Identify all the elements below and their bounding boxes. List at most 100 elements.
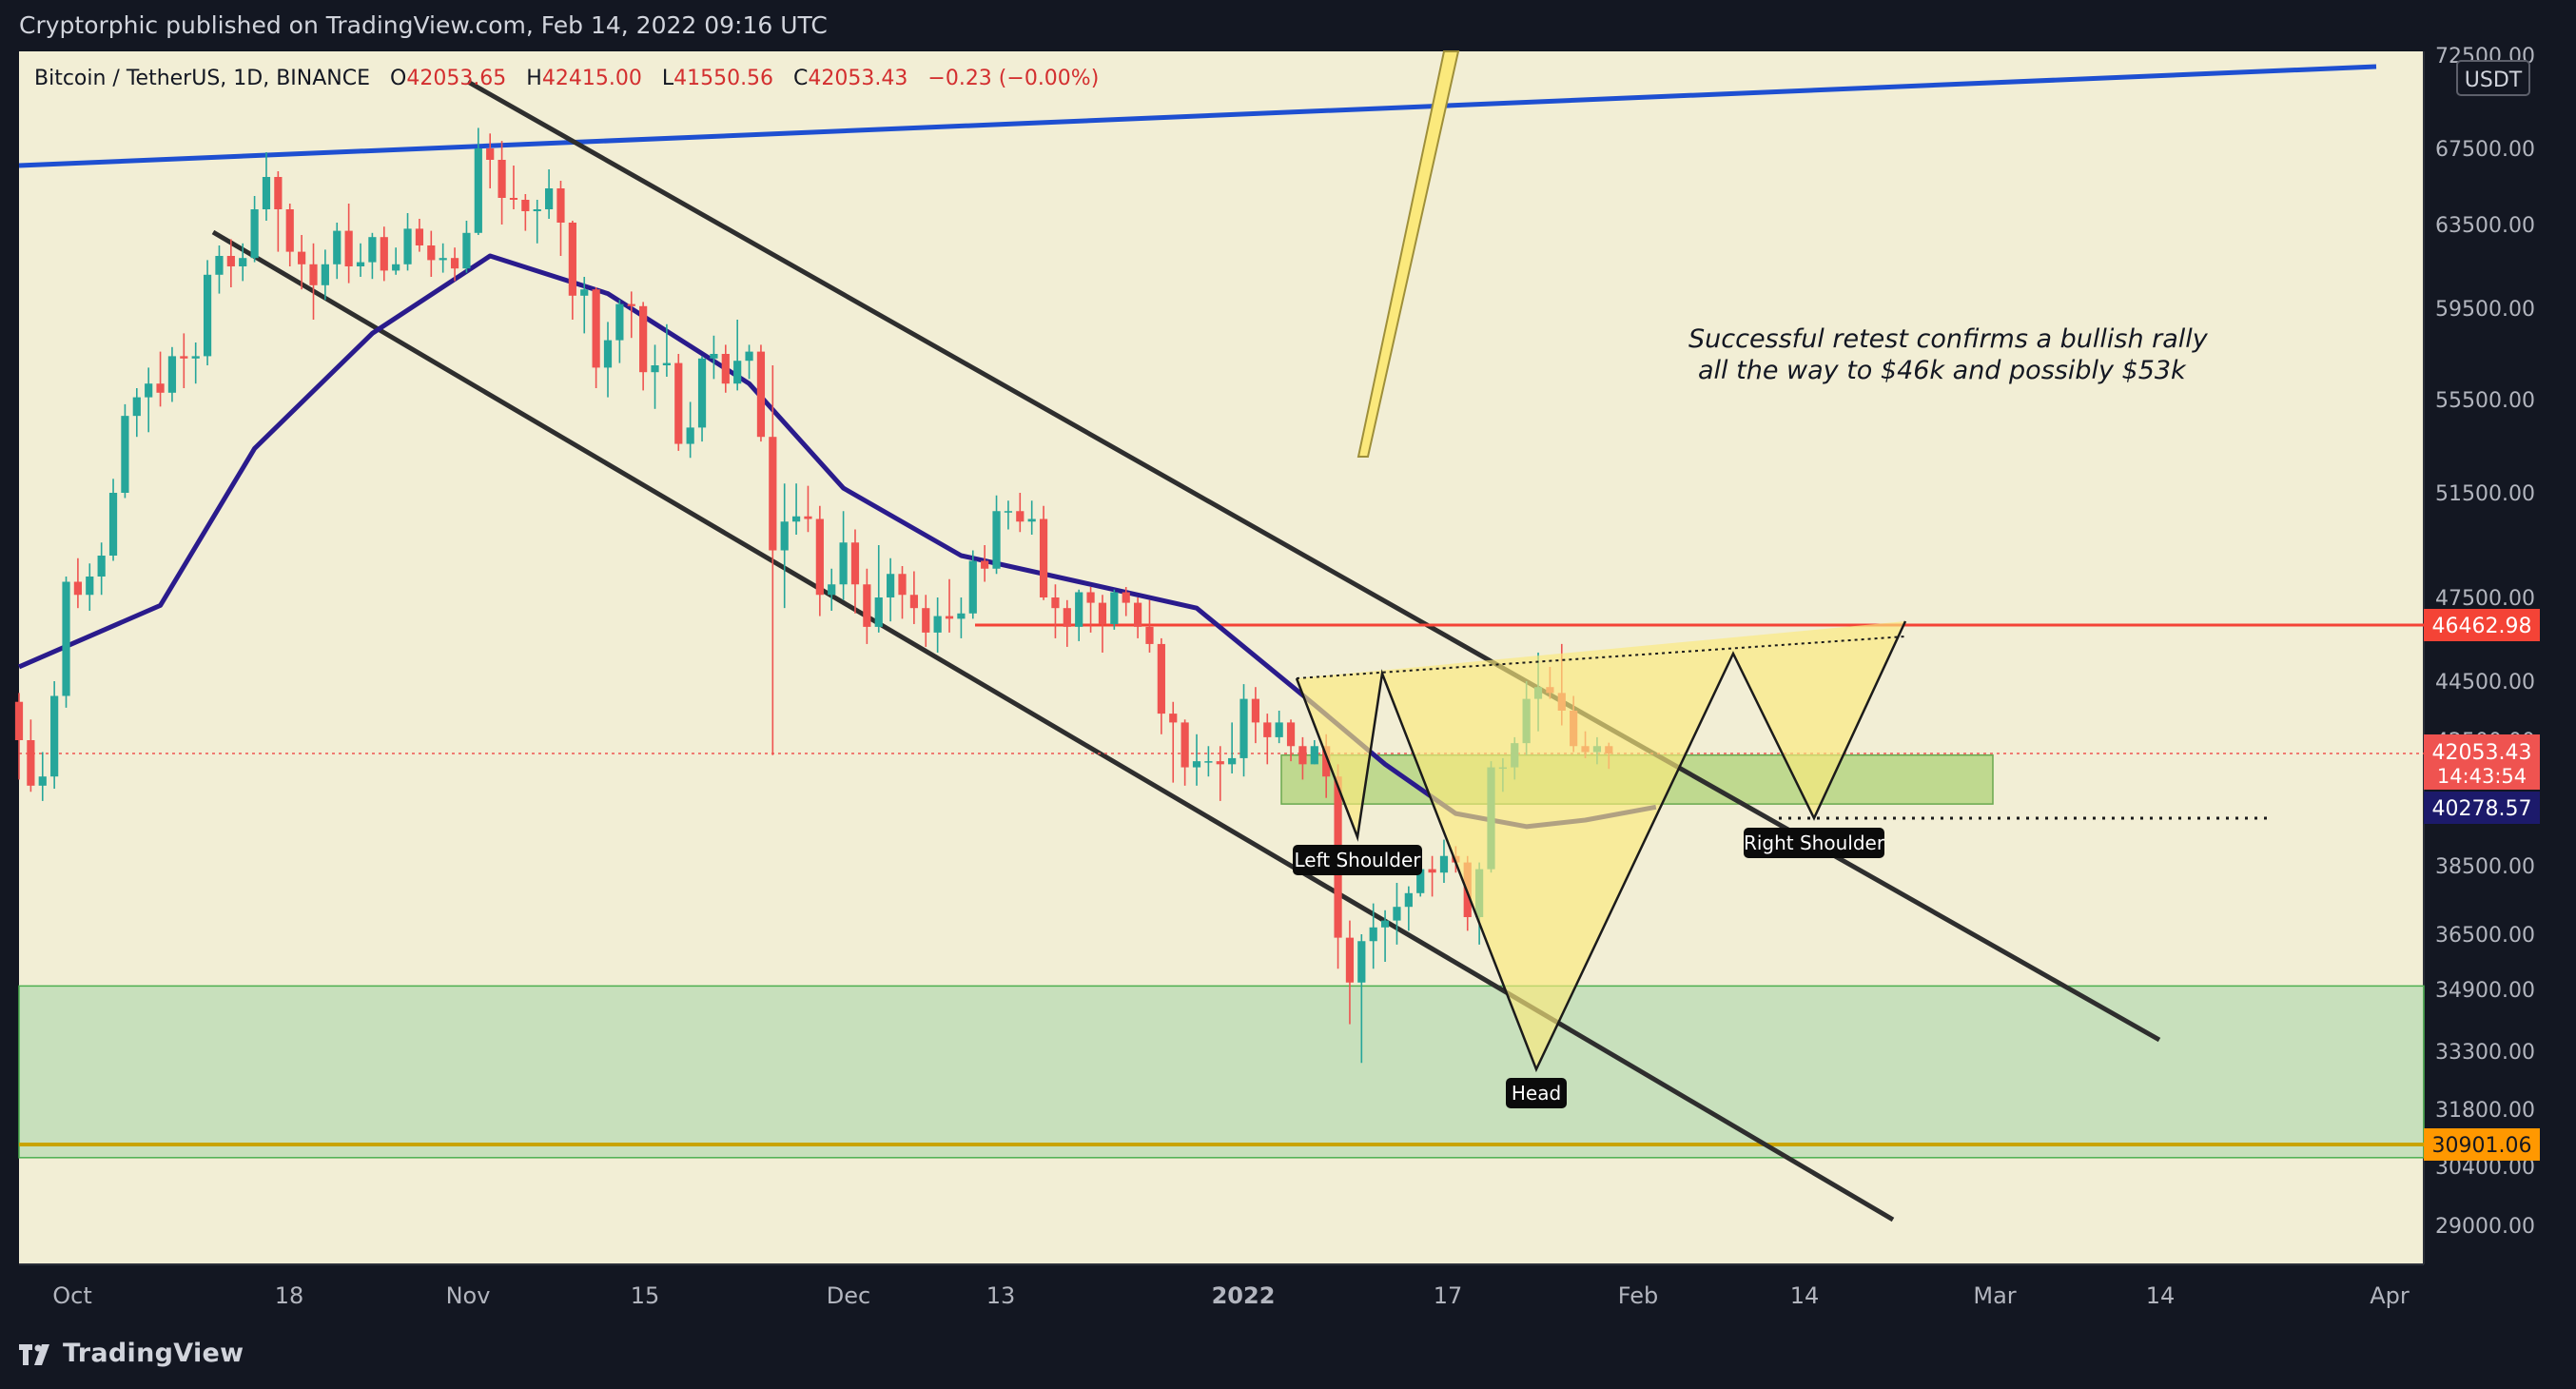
candle-body: [1428, 869, 1436, 873]
candle-body: [733, 361, 742, 384]
time-axis-label: Feb: [1618, 1282, 1659, 1309]
candle-body: [1192, 761, 1201, 768]
candle: [86, 563, 94, 611]
candle: [415, 219, 424, 252]
candle: [1051, 584, 1060, 638]
candle: [392, 247, 400, 275]
low-value: 41550.56: [673, 67, 774, 90]
currency-badge: [2456, 60, 2530, 96]
price-axis-label: 47500.00: [2435, 587, 2535, 611]
candle-body: [132, 397, 141, 417]
candle: [568, 221, 576, 320]
candle: [909, 571, 918, 624]
candle: [933, 597, 942, 653]
candle-body: [462, 232, 471, 269]
price-axis-label: 34900.00: [2435, 979, 2535, 1003]
candle-body: [745, 351, 753, 362]
long-term-trendline: [18, 64, 2377, 168]
candle: [321, 249, 329, 301]
candle-body: [697, 358, 707, 428]
candle-body: [1063, 608, 1071, 627]
candle: [226, 239, 235, 287]
candle-body: [1051, 597, 1060, 609]
time-axis-label: Dec: [827, 1282, 870, 1309]
candle: [50, 681, 59, 790]
candle-body: [1416, 869, 1425, 893]
candle: [839, 511, 848, 600]
tradingview-logo-icon: [19, 1343, 49, 1365]
candle-body: [38, 776, 47, 786]
candle: [863, 568, 871, 644]
candle: [887, 558, 895, 622]
candle-body: [592, 289, 600, 368]
candle: [580, 277, 589, 334]
candle: [1016, 493, 1025, 533]
candle-body: [450, 258, 459, 269]
candle-body: [992, 511, 1001, 569]
candle-body: [815, 518, 824, 596]
footer: TradingView: [0, 1327, 2576, 1389]
candle-body: [309, 264, 318, 285]
candle: [509, 166, 518, 209]
candle: [697, 356, 707, 442]
candle-body: [721, 354, 730, 384]
trendlines-layer: [18, 50, 2424, 1223]
candle-body: [791, 516, 801, 522]
left-shoulder-label-text: Left Shoulder: [1294, 849, 1421, 871]
candle-body: [439, 258, 447, 261]
note-line-1: Successful retest confirms a bullish ral…: [1688, 324, 2208, 354]
candle-body: [427, 245, 436, 261]
candle: [828, 568, 836, 611]
candle: [769, 365, 777, 755]
candle-body: [828, 584, 836, 596]
low-label: L: [661, 67, 674, 90]
price-axis-label: 51500.00: [2435, 482, 2535, 506]
candle: [1263, 714, 1272, 765]
candle: [627, 291, 635, 339]
candle-body: [356, 262, 365, 266]
candle: [380, 226, 388, 282]
countdown-tag: 14:43:54: [2437, 765, 2527, 788]
candle-body: [486, 148, 495, 160]
candle: [815, 505, 824, 616]
right-shoulder-label-text: Right Shoulder: [1744, 831, 1885, 854]
time-axis-label: 13: [986, 1282, 1016, 1309]
candle: [981, 545, 989, 582]
candle-body: [1345, 937, 1355, 983]
candle-body: [73, 581, 82, 596]
candle: [1181, 719, 1189, 786]
candle: [167, 346, 177, 402]
candle: [791, 483, 801, 535]
price-axis-label: 67500.00: [2435, 138, 2535, 162]
candle: [145, 367, 153, 433]
resistance-price-tag-bg: [2424, 609, 2540, 642]
candle: [498, 141, 506, 225]
candle-body: [145, 383, 153, 398]
candle: [298, 235, 306, 290]
candle: [1228, 722, 1237, 773]
head-label-bg: [1506, 1078, 1567, 1108]
candle-body: [156, 383, 165, 393]
candle-body: [898, 574, 907, 596]
candle: [1357, 934, 1366, 1064]
price-axis-label: 63500.00: [2435, 214, 2535, 238]
candle: [121, 403, 129, 499]
time-axis-label: Apr: [2370, 1282, 2410, 1309]
candle-body: [97, 556, 106, 577]
tradingview-logo[interactable]: TradingView: [19, 1339, 244, 1368]
candle-body: [62, 581, 70, 696]
candle-body: [1286, 722, 1296, 747]
candle-body: [226, 256, 235, 266]
ma-price-tag: 40278.57: [2432, 797, 2532, 821]
candle-body: [1157, 643, 1165, 714]
candle-body: [262, 177, 271, 209]
last-price-tag: 42053.43: [2432, 741, 2532, 765]
open-label: O: [390, 67, 407, 90]
candle-body: [1181, 722, 1189, 768]
candle-body: [874, 597, 883, 627]
candle: [745, 344, 753, 380]
candle: [250, 196, 259, 263]
candle: [992, 495, 1001, 575]
